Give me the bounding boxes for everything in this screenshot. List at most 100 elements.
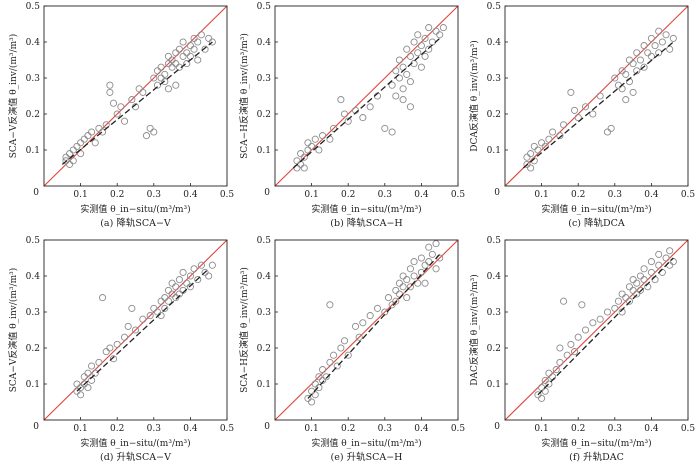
y-axis-label: SCA−H反演值 θ_inv/(m³/m³) <box>238 267 250 393</box>
panel-caption: (b) 降轨SCA−H <box>330 217 402 229</box>
data-point <box>135 85 143 93</box>
data-point <box>95 358 103 366</box>
chart-panel-6: 0.1 0.1 0.2 0.2 0.3 0.3 0.4 0.4 0.5 0.5 0 实测值 θ_in−… <box>468 236 695 463</box>
data-point <box>403 276 411 284</box>
data-point <box>567 340 575 348</box>
data-point <box>570 348 579 356</box>
data-point <box>69 146 77 154</box>
data-point <box>340 337 349 345</box>
regression-fit-line <box>307 253 441 399</box>
y-tick-label: 0.2 <box>26 344 40 354</box>
y-tick-label: 0.1 <box>487 146 501 156</box>
data-point <box>388 301 396 309</box>
y-tick-label: 0.3 <box>26 308 41 318</box>
data-point <box>164 286 172 294</box>
x-tick-label: 0.1 <box>304 424 318 434</box>
data-point <box>596 315 604 323</box>
data-point <box>618 290 626 298</box>
data-point <box>388 128 396 136</box>
data-point <box>168 279 176 287</box>
one-to-one-line <box>504 239 689 421</box>
data-point <box>164 52 172 60</box>
x-tick-label: 0.3 <box>378 424 393 434</box>
origin-label: 0 <box>33 422 39 432</box>
data-point <box>190 34 198 42</box>
y-tick-label: 0.4 <box>257 272 272 282</box>
plot-frame <box>274 5 459 187</box>
data-point <box>633 279 641 287</box>
data-point <box>545 380 553 388</box>
data-point <box>120 117 129 125</box>
x-tick-label: 0.2 <box>571 424 585 434</box>
y-tick-label: 0.5 <box>257 236 272 246</box>
data-point <box>150 74 158 82</box>
data-point <box>618 67 626 75</box>
data-point <box>581 326 590 334</box>
data-point <box>596 92 604 100</box>
data-point <box>359 114 367 122</box>
plot-frame <box>43 239 228 421</box>
data-point <box>662 31 670 39</box>
data-point <box>527 150 535 158</box>
x-tick-label: 0.4 <box>644 190 659 200</box>
y-tick-label: 0.2 <box>257 344 271 354</box>
y-tick-label: 0.4 <box>257 38 272 48</box>
data-point <box>589 110 597 118</box>
y-tick-label: 0.3 <box>257 74 272 84</box>
data-point <box>432 27 440 35</box>
data-point <box>574 333 582 341</box>
data-point <box>139 315 147 323</box>
data-point <box>106 344 114 352</box>
data-point <box>406 283 414 291</box>
data-point <box>208 38 216 46</box>
panel-caption: (d) 升轨SCA−V <box>100 451 171 463</box>
data-point <box>157 297 165 305</box>
data-point <box>128 304 136 312</box>
data-point <box>541 387 549 395</box>
data-point <box>73 142 81 150</box>
data-point <box>175 45 183 53</box>
data-point <box>183 279 191 287</box>
data-point <box>359 319 367 327</box>
data-point <box>340 110 349 118</box>
data-point <box>527 164 535 172</box>
x-tick-label: 0.1 <box>73 190 87 200</box>
data-point <box>366 312 374 320</box>
data-point <box>308 398 316 406</box>
data-point <box>172 60 180 68</box>
data-point <box>647 268 655 276</box>
data-point <box>603 128 612 136</box>
data-point <box>560 121 568 129</box>
data-point <box>161 304 169 312</box>
data-point <box>629 60 637 68</box>
x-tick-label: 0.1 <box>73 424 87 434</box>
origin-label: 0 <box>264 188 270 198</box>
data-point <box>344 117 352 125</box>
data-point <box>603 308 612 316</box>
data-point <box>425 243 433 251</box>
data-point <box>186 272 194 280</box>
data-point <box>556 358 564 366</box>
x-axis-label: 实测值 θ_in−situ/(m³/m³) <box>80 203 190 215</box>
data-point <box>179 52 187 60</box>
y-tick-label: 0.1 <box>257 146 271 156</box>
data-point <box>421 34 429 42</box>
y-tick-label: 0.4 <box>26 38 41 48</box>
y-tick-label: 0.1 <box>26 146 40 156</box>
data-point <box>186 42 194 50</box>
data-point <box>80 380 88 388</box>
x-tick-label: 0.2 <box>110 424 124 434</box>
data-point <box>538 384 546 392</box>
data-point <box>373 304 382 312</box>
data-point <box>164 85 172 93</box>
data-point <box>322 373 330 381</box>
x-tick-label: 0.5 <box>451 424 466 434</box>
x-tick-label: 0.4 <box>183 424 198 434</box>
data-point <box>351 322 360 330</box>
x-tick-label: 0.3 <box>608 190 623 200</box>
data-point <box>311 391 319 399</box>
data-point <box>168 63 176 71</box>
data-point <box>655 27 663 35</box>
data-point <box>658 38 666 46</box>
data-point <box>417 42 425 50</box>
